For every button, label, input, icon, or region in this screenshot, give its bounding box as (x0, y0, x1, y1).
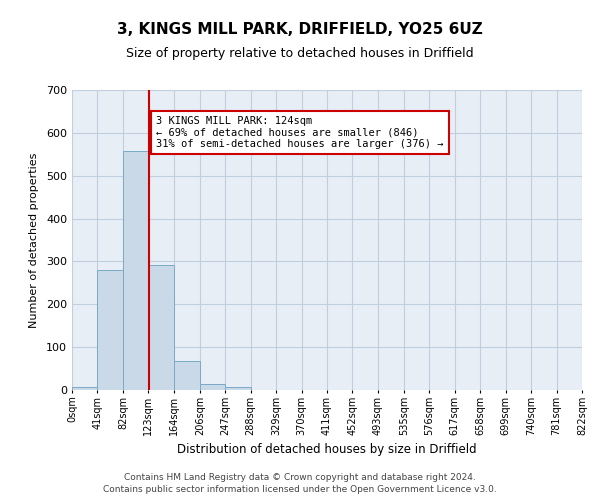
Bar (123, 151, 148, 390)
Bar (225, 386, 251, 390)
Bar (148, 266, 174, 390)
X-axis label: Distribution of detached houses by size in Driffield: Distribution of detached houses by size … (177, 444, 477, 456)
Bar (174, 361, 200, 390)
Text: Contains public sector information licensed under the Open Government Licence v3: Contains public sector information licen… (103, 485, 497, 494)
Bar (97, 270, 123, 390)
Text: 3 KINGS MILL PARK: 124sqm
← 69% of detached houses are smaller (846)
31% of semi: 3 KINGS MILL PARK: 124sqm ← 69% of detac… (156, 116, 443, 149)
Text: Contains HM Land Registry data © Crown copyright and database right 2024.: Contains HM Land Registry data © Crown c… (124, 472, 476, 482)
Y-axis label: Number of detached properties: Number of detached properties (29, 152, 39, 328)
Text: 3, KINGS MILL PARK, DRIFFIELD, YO25 6UZ: 3, KINGS MILL PARK, DRIFFIELD, YO25 6UZ (117, 22, 483, 38)
Text: Size of property relative to detached houses in Driffield: Size of property relative to detached ho… (126, 48, 474, 60)
Bar (200, 384, 225, 390)
Bar (72, 387, 97, 390)
